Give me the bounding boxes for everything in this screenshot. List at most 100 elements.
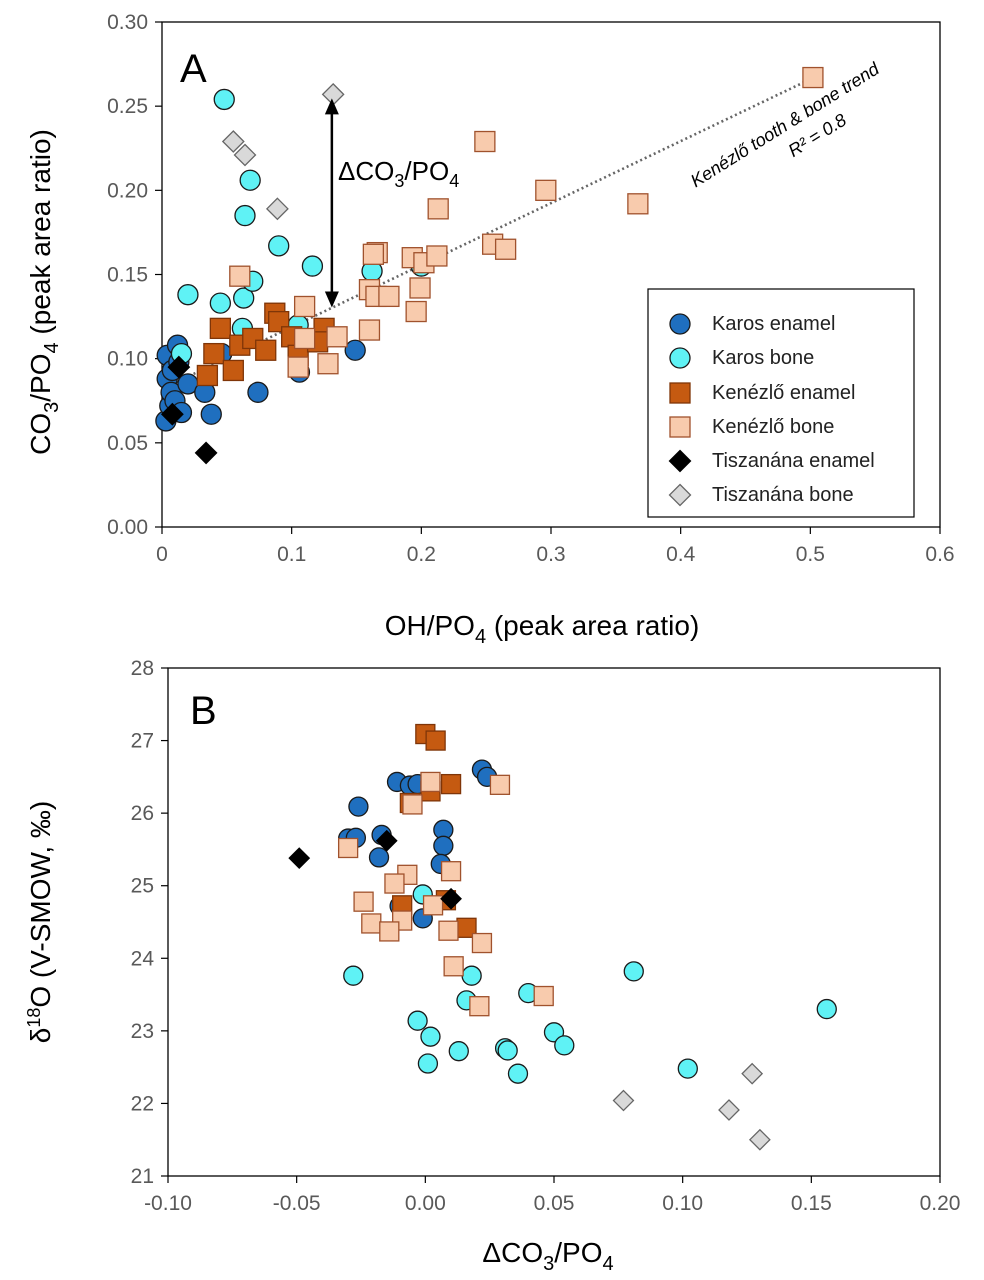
x-tick-label: 0.05: [534, 1192, 575, 1215]
tiszanana-bone-point: [265, 197, 289, 221]
tiszanana-bone-point: [748, 1128, 771, 1151]
panel-b-plot-frame: [167, 667, 941, 1177]
karos-bone-point: [677, 1058, 698, 1079]
x-tick-label: 0.20: [920, 1192, 961, 1215]
karos-bone-point: [209, 292, 232, 314]
y-tick-label: 28: [131, 657, 154, 680]
karos-bone-point: [417, 1053, 439, 1074]
karos-bone-point: [177, 284, 199, 306]
karos-bone-point: [448, 1041, 469, 1062]
kenezlo-bone-point: [337, 837, 359, 859]
x-tick-label: 0: [156, 543, 168, 566]
legend-marker-tiszanana-bone: [668, 483, 692, 507]
panel-b-y-axis-label: δ18O (V-SMOW, ‰): [24, 801, 56, 1044]
tiszanana-enamel-point: [288, 847, 311, 870]
karos-bone-point: [239, 169, 261, 191]
legend-marker-tiszanana-enamel: [668, 449, 692, 473]
legend-label-karos-enamel: Karos enamel: [712, 313, 835, 335]
panel-b-letter: B: [190, 689, 217, 733]
legend-label-kenezlo-enamel: Kenézlő enamel: [712, 382, 855, 404]
kenezlo-bone-point: [627, 193, 649, 215]
panel-a-letter: A: [180, 47, 207, 91]
kenezlo-bone-point: [426, 245, 448, 267]
kenezlo-bone-point: [405, 300, 427, 323]
kenezlo-bone-point: [378, 285, 400, 308]
legend-marker-karos-enamel: [669, 313, 691, 335]
x-tick-label: 0.00: [405, 1192, 446, 1215]
y-tick-label: 0.20: [107, 179, 148, 202]
karos-bone-point: [301, 255, 324, 277]
tiszanana-bone-point: [718, 1099, 740, 1121]
kenezlo-bone-point: [287, 356, 309, 378]
karos-bone-point: [461, 965, 482, 986]
y-tick-label: 24: [131, 947, 155, 970]
delta-arrow: [324, 98, 339, 308]
kenezlo-bone-point: [469, 996, 490, 1017]
karos-enamel-point: [344, 339, 366, 361]
kenezlo-bone-point: [489, 774, 511, 795]
kenezlo-bone-point: [229, 265, 251, 287]
karos-bone-point: [497, 1040, 518, 1061]
karos-bone-point: [343, 965, 364, 986]
panel-b-x-axis-label: ΔCO3/PO4: [482, 1237, 613, 1275]
panel-b-tick-labels: -0.10 -0.05 0.00 0.05 0.10 0.15 0.20 21 22 23 24 25…: [131, 657, 961, 1215]
tiszanana-bone-point: [741, 1062, 764, 1085]
kenezlo-enamel-point: [222, 359, 244, 382]
kenezlo-bone-point: [533, 985, 554, 1007]
kenezlo-bone-point: [293, 327, 316, 350]
kenezlo-enamel-point: [209, 317, 232, 340]
legend-label-tiszanana-bone: Tiszanána bone: [712, 484, 854, 506]
legend-label-kenezlo-bone: Kenézlő bone: [712, 416, 834, 438]
kenezlo-enamel-point: [255, 339, 277, 361]
y-tick-label: 0.10: [107, 348, 148, 371]
y-tick-label: 0.05: [107, 432, 148, 455]
series-tiszanana-enamel: [288, 829, 462, 910]
legend-label-karos-bone: Karos bone: [712, 347, 814, 369]
svg-text:δ18O (V-SMOW, ‰): δ18O (V-SMOW, ‰): [24, 801, 56, 1044]
y-tick-label: 26: [131, 802, 154, 825]
karos-bone-point: [213, 88, 235, 111]
tiszanana-enamel-point: [440, 887, 462, 910]
tiszanana-bone-point: [233, 143, 257, 167]
karos-enamel-point: [247, 381, 269, 403]
kenezlo-bone-point: [326, 326, 348, 348]
series-tiszanana-bone: [221, 82, 345, 221]
karos-bone-point: [420, 1026, 441, 1047]
delta-arrow-head-bottom: [324, 291, 339, 308]
legend-marker-karos-bone: [669, 347, 691, 369]
karos-bone-point: [268, 235, 290, 257]
y-tick-label: 27: [131, 730, 154, 753]
karos-enamel-point: [348, 796, 369, 817]
tiszanana-enamel-point: [375, 829, 398, 852]
legend-label-tiszanana-enamel: Tiszanána enamel: [712, 450, 875, 472]
legend-markers: [668, 313, 692, 507]
tiszanana-bone-point: [221, 130, 245, 153]
kenezlo-bone-point: [402, 794, 423, 815]
panel-a-tick-labels: 0 0.1 0.2 0.3 0.4 0.5 0.6 0.00 0.05 0.10 0.15 0.20 0…: [107, 11, 954, 566]
kenezlo-enamel-point: [203, 342, 225, 365]
y-tick-label: 0.00: [107, 516, 148, 539]
kenezlo-bone-point: [438, 920, 459, 941]
x-tick-label: 0.15: [791, 1192, 832, 1215]
kenezlo-bone-point: [362, 243, 385, 265]
kenezlo-bone-point: [420, 771, 441, 793]
kenezlo-bone-point: [358, 319, 381, 341]
y-tick-label: 0.30: [107, 11, 148, 34]
kenezlo-bone-point: [361, 913, 382, 934]
legend-marker-kenezlo-enamel: [669, 382, 691, 404]
karos-bone-point: [233, 287, 255, 309]
kenezlo-bone-point: [494, 238, 517, 260]
karos-bone-point: [554, 1035, 575, 1056]
tiszanana-enamel-point: [167, 355, 191, 379]
x-tick-label: 0.6: [925, 543, 954, 566]
panel-a-x-axis-label: OH/PO4 (peak area ratio): [385, 610, 700, 648]
kenezlo-bone-point: [443, 956, 464, 977]
x-tick-label: 0.1: [277, 543, 306, 566]
y-tick-label: 0.25: [107, 95, 148, 118]
panel-b: -0.10 -0.05 0.00 0.05 0.10 0.15 0.20 21 22 23 24 25…: [24, 657, 960, 1275]
karos-bone-point: [234, 204, 256, 227]
karos-bone-point: [507, 1063, 529, 1084]
kenezlo-bone-point: [353, 891, 374, 912]
kenezlo-bone-point: [409, 277, 431, 299]
